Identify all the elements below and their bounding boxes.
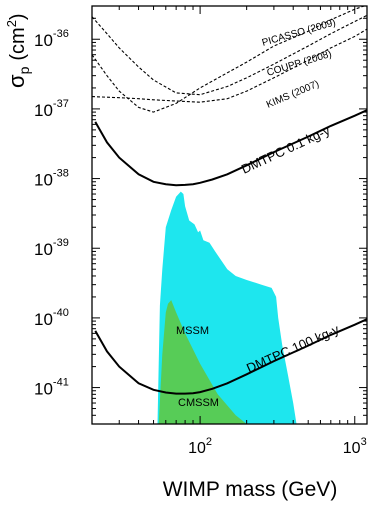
x-tick-base: 10 bbox=[188, 440, 206, 457]
y-tick-exp: -37 bbox=[53, 98, 69, 110]
x-axis-title: WIMP mass (GeV) bbox=[163, 478, 338, 501]
y-tick-label: 10-37 bbox=[34, 98, 69, 120]
x-tick-label: 103 bbox=[343, 436, 367, 457]
y-axis-symbol: σ bbox=[4, 74, 29, 88]
y-tick-base: 10 bbox=[34, 310, 53, 329]
y-tick-label: 10-39 bbox=[34, 237, 69, 259]
y-tick-label: 10-40 bbox=[34, 307, 69, 329]
curve-kims-2007 bbox=[92, 28, 367, 103]
x-tick-exp: 2 bbox=[206, 436, 212, 448]
y-axis-close-paren: ) bbox=[7, 13, 29, 20]
y-axis-unit-exp: 2 bbox=[4, 20, 19, 27]
curve-picasso-2009 bbox=[92, 6, 366, 113]
regions-layer bbox=[157, 191, 297, 424]
series-layer bbox=[92, 6, 367, 395]
curve-dmtpc-100-kg-y bbox=[94, 318, 367, 395]
x-tick-label: 102 bbox=[188, 436, 212, 457]
y-tick-base: 10 bbox=[34, 380, 53, 399]
label-cmssm: CMSSM bbox=[178, 397, 219, 409]
label-mssm: MSSM bbox=[176, 325, 209, 337]
y-tick-base: 10 bbox=[34, 171, 53, 190]
y-tick-exp: -39 bbox=[53, 237, 69, 249]
y-tick-label: 10-41 bbox=[34, 377, 69, 399]
y-tick-label: 10-38 bbox=[34, 168, 69, 190]
y-tick-base: 10 bbox=[34, 240, 53, 259]
label-dmtpc-01: DMTPC 0.1 kg-y bbox=[239, 122, 333, 176]
x-tick-base: 10 bbox=[343, 440, 361, 457]
label-kims: KIMS (2007) bbox=[265, 79, 321, 111]
label-coupp: COUPP (2008) bbox=[266, 49, 333, 79]
y-tick-exp: -36 bbox=[53, 28, 69, 40]
y-tick-exp: -41 bbox=[53, 377, 69, 389]
y-tick-exp: -38 bbox=[53, 168, 69, 180]
label-picasso: PICASSO (2009) bbox=[261, 17, 337, 49]
y-tick-label: 10-36 bbox=[34, 28, 69, 50]
curve-coupp-2008 bbox=[92, 14, 367, 96]
x-tick-exp: 3 bbox=[361, 436, 367, 448]
y-axis-subscript: p bbox=[16, 66, 32, 74]
y-tick-base: 10 bbox=[34, 31, 53, 50]
y-axis-unit: (cm bbox=[7, 27, 29, 60]
y-tick-base: 10 bbox=[34, 101, 53, 120]
y-tick-exp: -40 bbox=[53, 307, 69, 319]
axes-layer: 102 10310-3610-3710-3810-3910-4010-41WIMP… bbox=[4, 5, 368, 501]
y-axis-title: σp (cm2) bbox=[4, 13, 32, 88]
curve-dmtpc-0-1-kg-y bbox=[94, 109, 367, 187]
